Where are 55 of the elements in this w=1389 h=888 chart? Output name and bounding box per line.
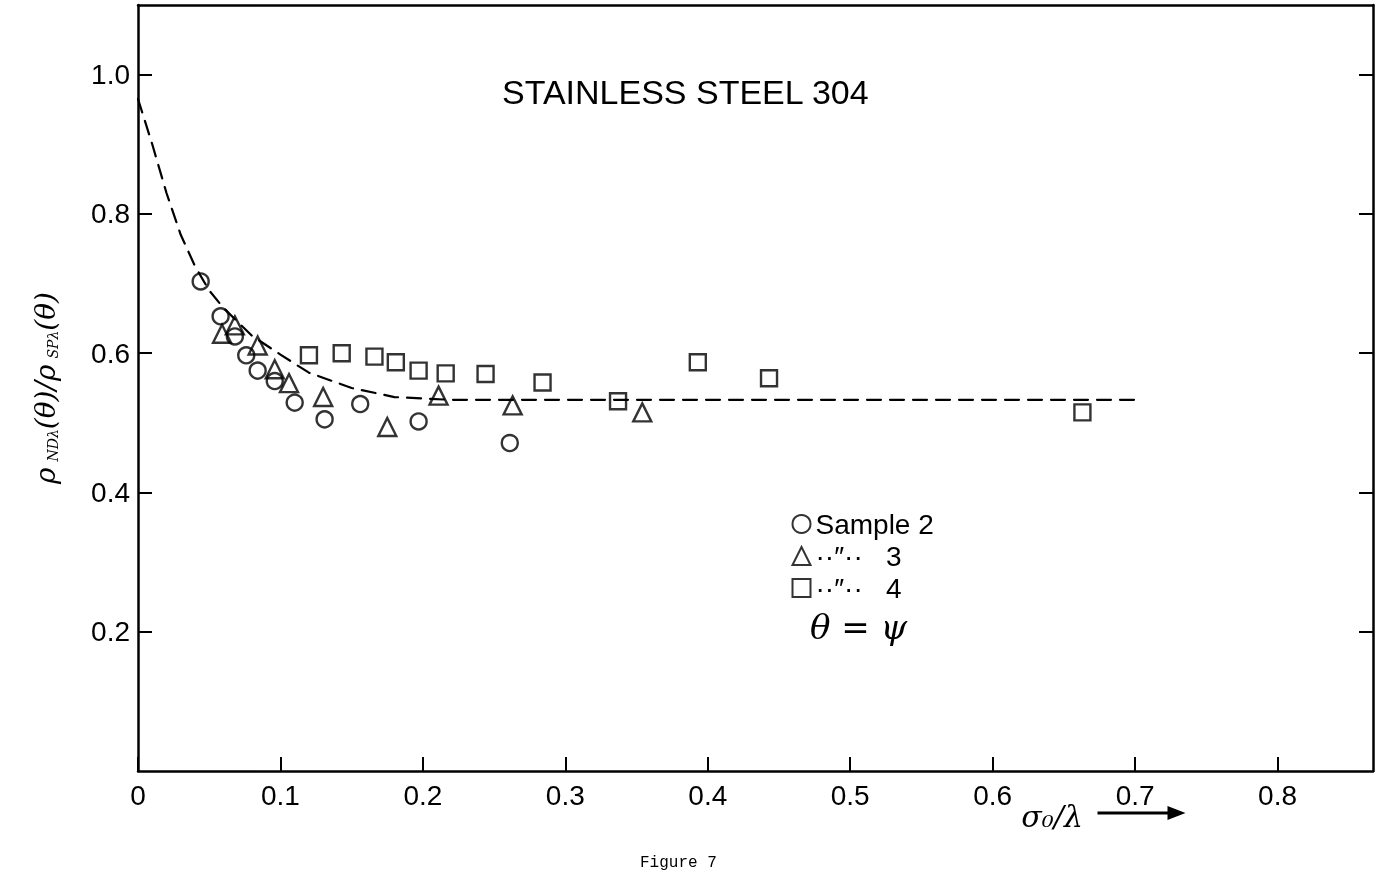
legend-label: Sample 2 bbox=[815, 508, 934, 540]
legend-label: ··″·· 4 bbox=[815, 572, 902, 604]
point bbox=[315, 410, 334, 429]
point bbox=[608, 392, 628, 411]
point bbox=[533, 373, 552, 392]
x-tick-label: 0.3 bbox=[545, 779, 585, 811]
y-tick-label: 0.2 bbox=[91, 616, 130, 648]
y-tick-label: 0.4 bbox=[91, 476, 130, 508]
x-tick-label: 0.1 bbox=[260, 779, 300, 811]
point bbox=[211, 323, 233, 344]
legend-label: ··″·· 3 bbox=[815, 540, 902, 572]
x-tick-label: 0.5 bbox=[830, 779, 870, 811]
annotation: θ = ψ bbox=[810, 607, 908, 647]
x-tick-label: 0.8 bbox=[1258, 779, 1298, 811]
point bbox=[500, 433, 519, 453]
text: STAINLESS STEEL 304 bbox=[502, 73, 869, 111]
y-tick-label: 0.6 bbox=[91, 337, 130, 369]
point bbox=[224, 315, 246, 336]
point bbox=[365, 347, 384, 366]
point bbox=[211, 307, 230, 326]
point bbox=[409, 361, 428, 380]
point bbox=[299, 346, 319, 365]
point bbox=[386, 353, 406, 372]
x-tick-label: 0 bbox=[130, 779, 146, 811]
point bbox=[332, 343, 351, 363]
point bbox=[351, 394, 370, 414]
x-tick-label: 0.7 bbox=[1115, 779, 1155, 811]
point bbox=[265, 371, 284, 391]
point bbox=[409, 412, 428, 431]
point bbox=[264, 359, 285, 380]
y-tick-label: 1.0 bbox=[91, 59, 130, 91]
point bbox=[248, 361, 267, 380]
point bbox=[436, 364, 455, 383]
x-tick-label: 0.2 bbox=[403, 779, 443, 811]
point bbox=[377, 416, 398, 438]
point bbox=[428, 385, 449, 406]
point bbox=[688, 353, 708, 372]
point bbox=[285, 393, 304, 412]
caption: Figure 7 bbox=[640, 854, 717, 872]
y-tick-label: 0.8 bbox=[91, 198, 130, 230]
point bbox=[502, 395, 523, 416]
point bbox=[1073, 403, 1092, 422]
x-axis-title: σ₀/λ bbox=[1021, 798, 1083, 834]
point bbox=[191, 272, 210, 291]
point bbox=[278, 372, 300, 394]
point bbox=[225, 327, 245, 346]
point bbox=[312, 386, 334, 408]
x-tick-label: 0.4 bbox=[688, 779, 728, 811]
point bbox=[476, 364, 495, 384]
x-tick-label: 0.6 bbox=[973, 779, 1013, 811]
y-axis-title: ρNDλ(θ)/ρSPλ(θ) bbox=[28, 291, 62, 485]
point bbox=[632, 402, 653, 423]
point bbox=[237, 346, 256, 365]
point bbox=[247, 335, 268, 356]
point bbox=[759, 369, 779, 388]
